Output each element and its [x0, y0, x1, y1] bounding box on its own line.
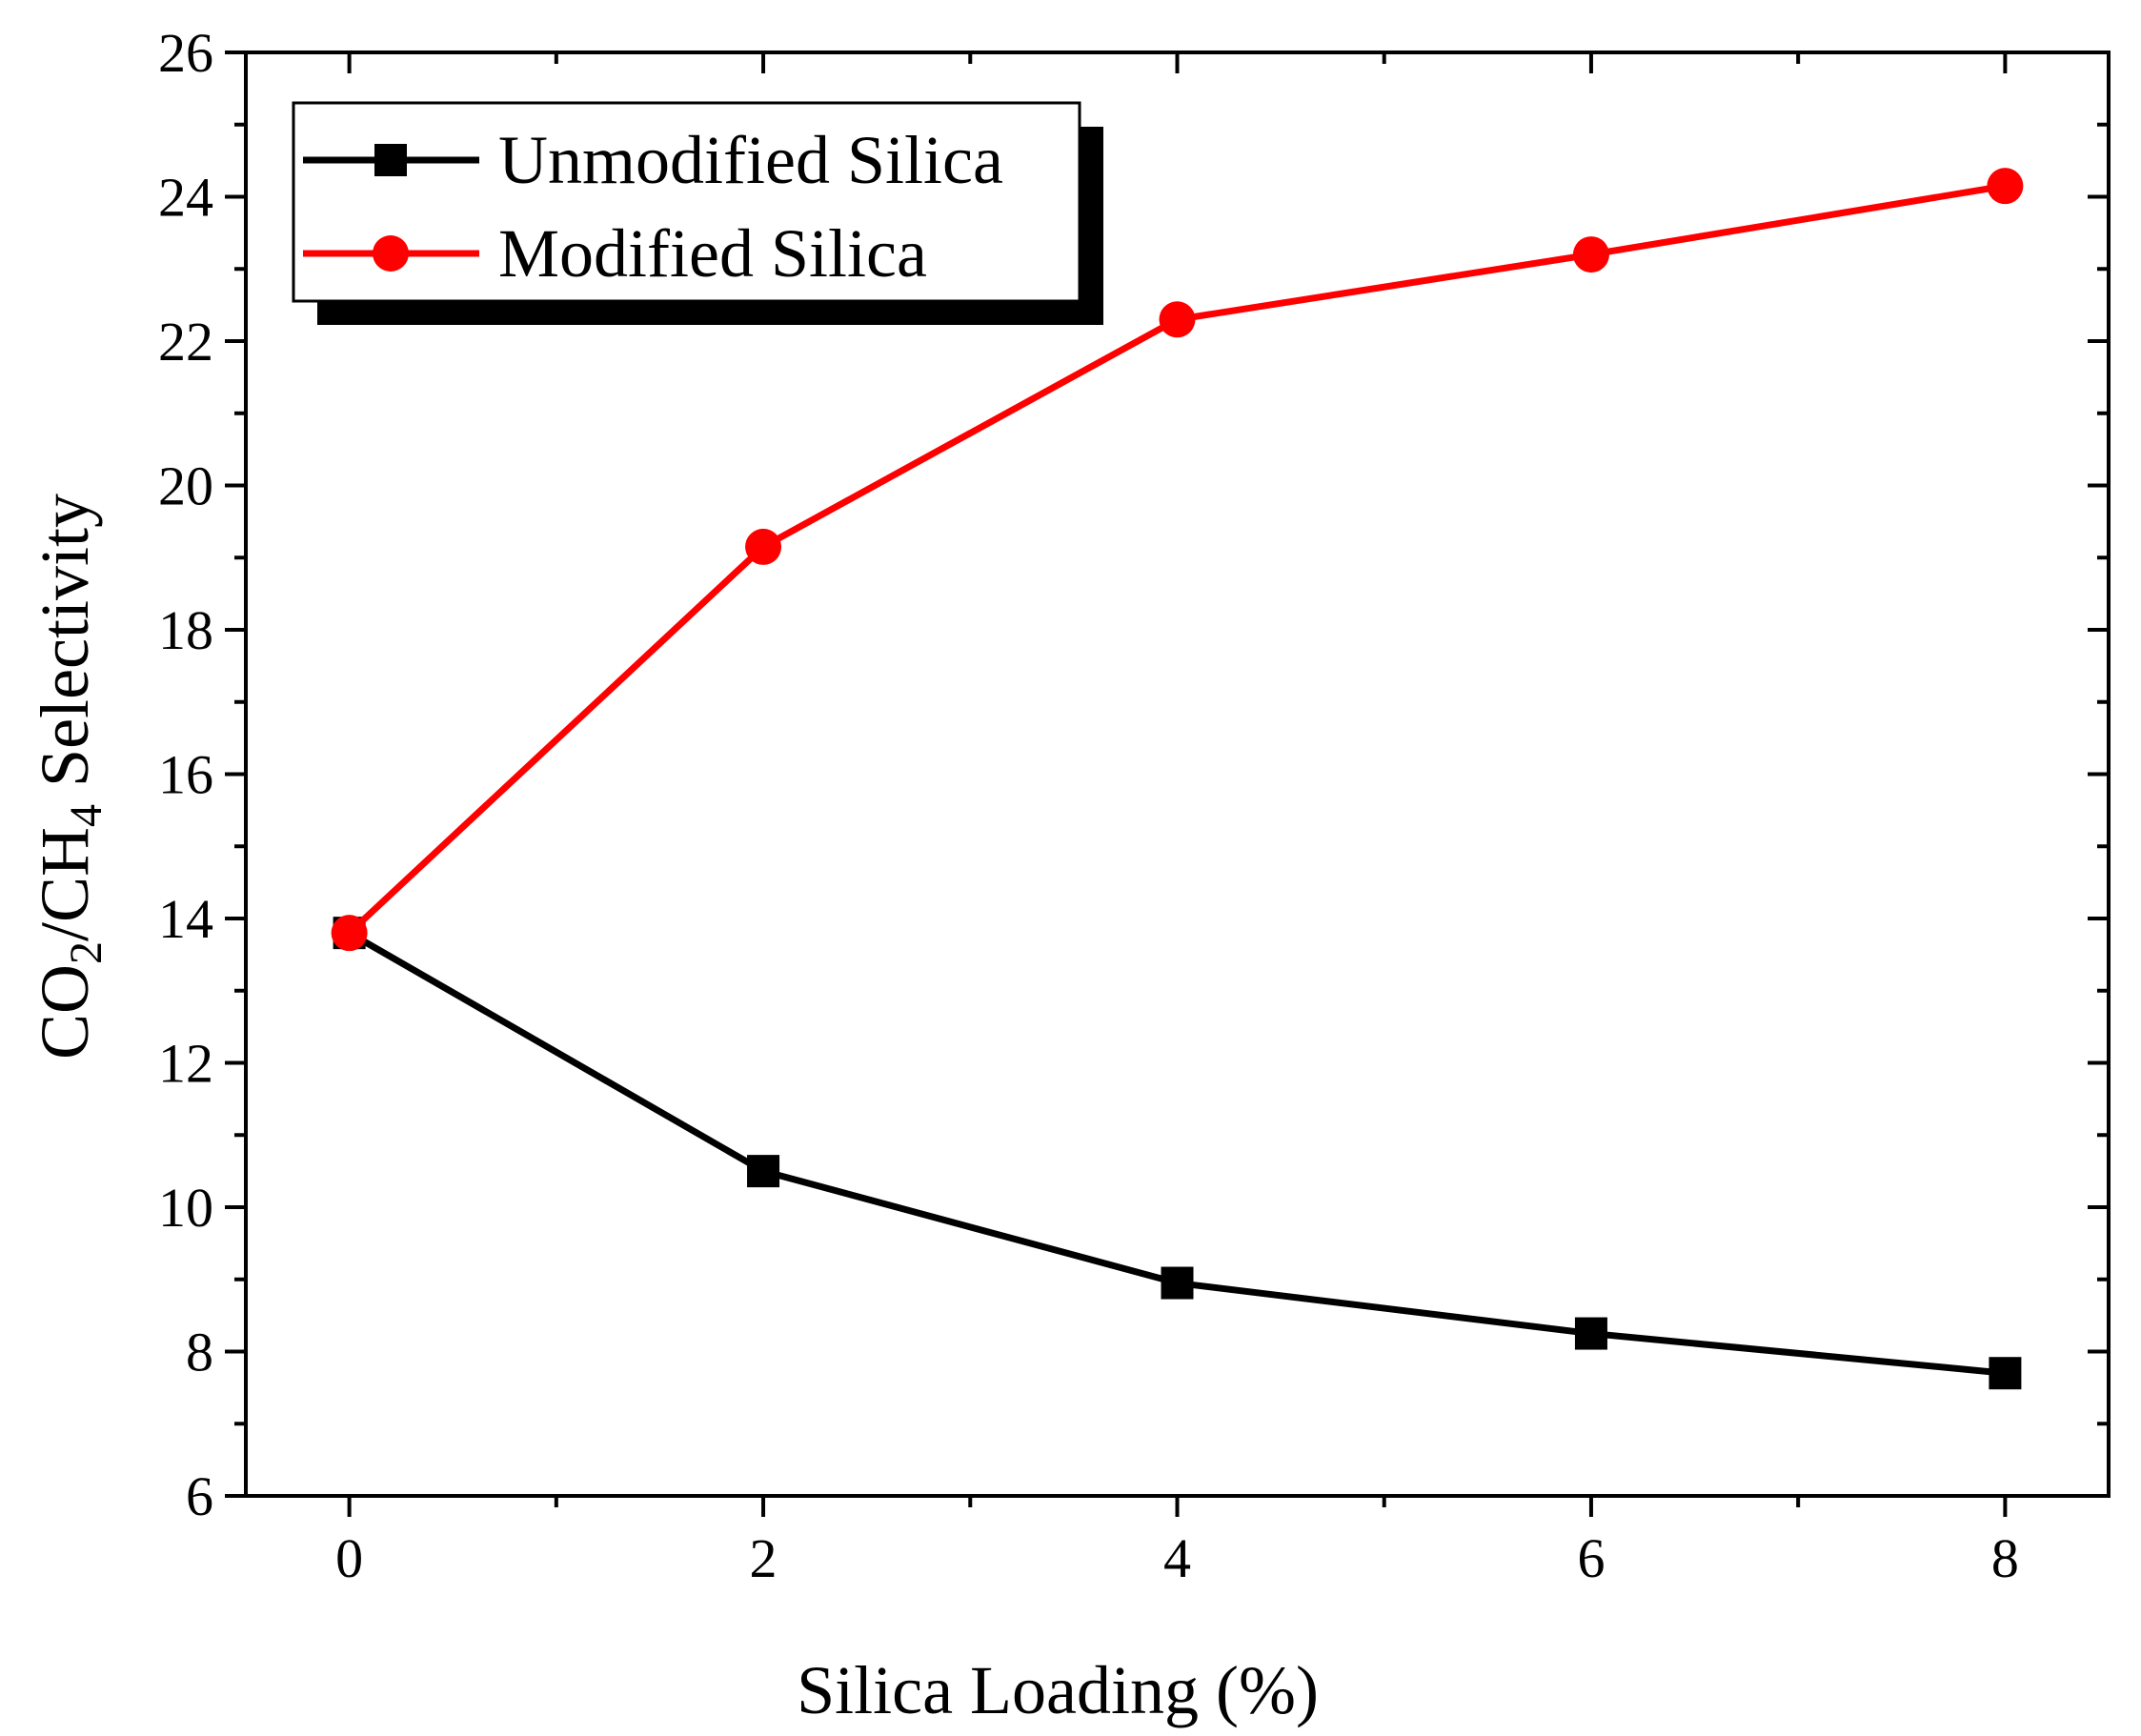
y-tick-label: 26 — [158, 22, 213, 84]
data-point-circle — [1572, 236, 1609, 273]
data-point-square — [747, 1155, 780, 1188]
data-point-square — [1161, 1266, 1194, 1300]
y-tick-label: 16 — [158, 744, 213, 806]
data-point-circle — [331, 915, 368, 952]
y-axis-title-part1: CO — [27, 964, 103, 1060]
x-tick-label: 4 — [1163, 1527, 1191, 1589]
y-tick-label: 22 — [158, 311, 213, 373]
y-axis-title-sub1: 2 — [61, 941, 111, 964]
x-tick-label: 0 — [335, 1527, 363, 1589]
data-point-circle — [1159, 301, 1196, 338]
series-line — [347, 930, 2006, 1377]
series-group — [331, 168, 2024, 1390]
y-tick-label: 8 — [186, 1322, 213, 1383]
x-tick-label: 6 — [1577, 1527, 1605, 1589]
y-tick-label: 18 — [158, 599, 213, 661]
series-1 — [333, 917, 2022, 1390]
x-axis-title: Silica Loading (%) — [797, 1652, 1319, 1728]
legend-box — [292, 101, 1081, 303]
data-point-circle — [1987, 168, 2024, 205]
y-tick-label: 6 — [186, 1465, 213, 1527]
y-tick-label: 24 — [158, 167, 213, 229]
data-point-circle — [745, 528, 782, 565]
y-axis-title-sub2: 4 — [61, 804, 111, 827]
y-tick-label: 12 — [158, 1033, 213, 1095]
y-axis-title: CO2/CH4 Selectivity — [27, 494, 111, 1060]
y-tick-label: 20 — [158, 455, 213, 517]
y-tick-label: 14 — [158, 888, 213, 950]
legend: Unmodified Silica Modified Silica — [292, 101, 1103, 325]
x-tick-label: 2 — [750, 1527, 778, 1589]
legend-label: Modified Silica — [498, 215, 927, 292]
y-axis-title-part3: Selectivity — [27, 494, 103, 804]
legend-item-2: Modified Silica — [303, 215, 927, 292]
y-axis-title-part2: /CH — [27, 827, 103, 941]
y-tick-label: 10 — [158, 1177, 213, 1239]
legend-marker-circle — [373, 235, 409, 272]
legend-label: Unmodified Silica — [498, 122, 1003, 198]
legend-marker-square — [374, 144, 407, 176]
series-2 — [331, 168, 2024, 952]
data-point-square — [1989, 1357, 2022, 1390]
data-point-square — [1574, 1317, 1607, 1350]
legend-item-1: Unmodified Silica — [303, 122, 1003, 198]
x-tick-label: 8 — [1991, 1527, 2019, 1589]
